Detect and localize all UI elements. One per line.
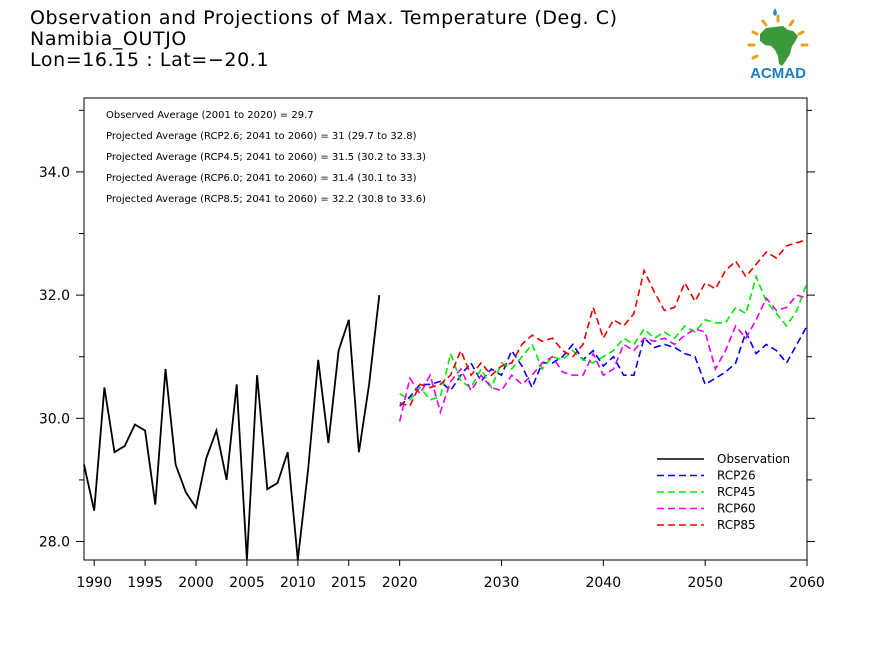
legend-label: RCP26 <box>717 469 756 483</box>
x-tick-label: 1995 <box>127 575 163 591</box>
y-axis-labels: 28.0 30.0 32.0 34.0 <box>39 165 70 551</box>
y-tick-label: 32.0 <box>39 288 70 304</box>
legend-label: Observation <box>717 452 790 466</box>
x-tick-label: 2060 <box>789 575 825 591</box>
x-tick-label: 2040 <box>586 575 622 591</box>
x-tick-label: 2010 <box>280 575 316 591</box>
africa-map-icon <box>747 8 809 66</box>
annotation-line: Projected Average (RCP2.6; 2041 to 2060)… <box>106 131 417 142</box>
y-tick-label: 28.0 <box>39 535 70 551</box>
x-tick-label: 2005 <box>229 575 265 591</box>
acmad-logo: ACMAD <box>747 8 809 82</box>
series-rcp45 <box>399 274 808 401</box>
legend-label: RCP60 <box>717 502 756 516</box>
x-tick-label: 1990 <box>76 575 112 591</box>
legend-label: RCP45 <box>717 485 756 499</box>
annotation-line: Projected Average (RCP6.0; 2041 to 2060)… <box>106 173 417 184</box>
plot-frame <box>83 97 808 561</box>
title-block: Observation and Projections of Max. Temp… <box>30 8 618 71</box>
legend-label: RCP85 <box>717 518 756 532</box>
chart-title: Observation and Projections of Max. Temp… <box>30 7 618 29</box>
annotation-line: Observed Average (2001 to 2020) = 29.7 <box>106 110 314 121</box>
x-tick-label: 2050 <box>687 575 723 591</box>
x-tick-label: 2020 <box>382 575 418 591</box>
y-tick-label: 30.0 <box>39 411 70 427</box>
series-rcp85 <box>399 238 808 407</box>
series-lines <box>83 238 808 561</box>
series-rcp60 <box>398 294 808 422</box>
y-tick-label: 34.0 <box>39 165 70 181</box>
x-tick-label: 2030 <box>484 575 520 591</box>
annotation-line: Projected Average (RCP4.5; 2041 to 2060)… <box>106 152 426 163</box>
annotation-line: Projected Average (RCP8.5; 2041 to 2060)… <box>106 194 426 205</box>
x-tick-label: 2000 <box>178 575 214 591</box>
x-tick-label: 2015 <box>331 575 367 591</box>
logo-text: ACMAD <box>750 65 806 82</box>
axis-ticks <box>76 109 815 566</box>
annotations: Observed Average (2001 to 2020) = 29.7 Pr… <box>106 110 426 205</box>
series-observation <box>83 294 381 561</box>
station-coordinates: Lon=16.15 : Lat=−20.1 <box>30 49 270 71</box>
x-axis-labels: 1990 1995 2000 2005 2010 2015 2020 2030 2040 2050… <box>76 575 824 591</box>
legend: Observation RCP26 RCP45 RCP60 RCP85 <box>657 452 790 532</box>
station-name: Namibia_OUTJO <box>30 28 187 50</box>
